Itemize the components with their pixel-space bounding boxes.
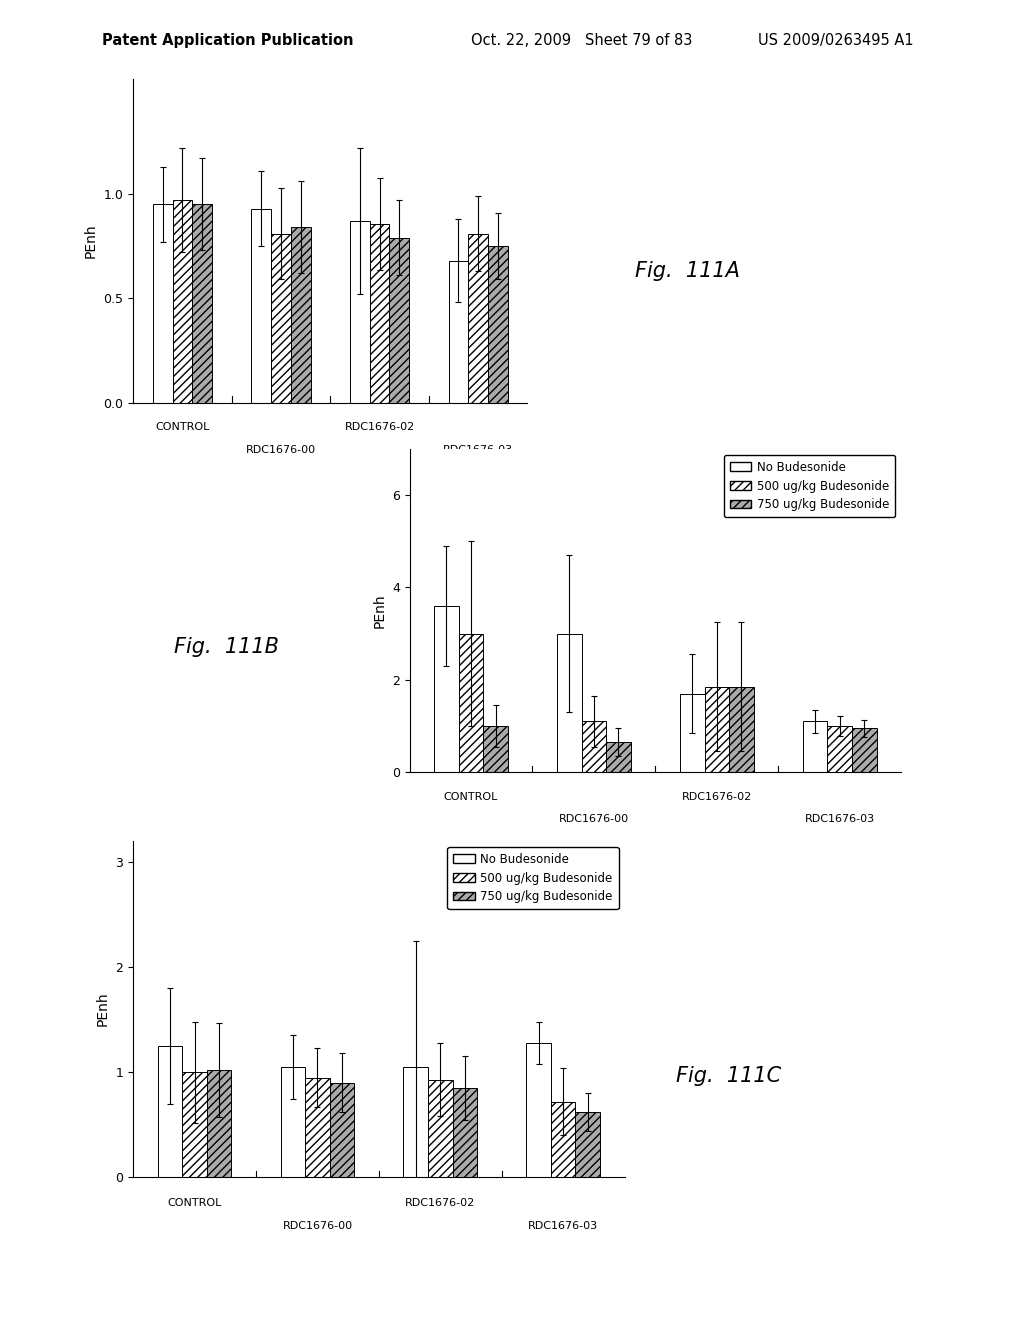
Bar bbox=[252, 209, 271, 403]
Bar bbox=[852, 729, 877, 772]
Bar bbox=[305, 1077, 330, 1177]
Text: Oct. 22, 2009   Sheet 79 of 83: Oct. 22, 2009 Sheet 79 of 83 bbox=[471, 33, 692, 48]
Bar bbox=[403, 1067, 428, 1177]
Bar bbox=[582, 721, 606, 772]
Text: RDC1676-03: RDC1676-03 bbox=[443, 445, 513, 454]
Text: RDC1676-00: RDC1676-00 bbox=[559, 814, 629, 824]
Bar bbox=[434, 606, 459, 772]
Text: Fig.  111C: Fig. 111C bbox=[676, 1065, 781, 1086]
Text: RDC1676-02: RDC1676-02 bbox=[406, 1197, 475, 1208]
Bar bbox=[389, 238, 410, 403]
Legend: No Budesonide, 500 ug/kg Budesonide, 750 ug/kg Budesonide: No Budesonide, 500 ug/kg Budesonide, 750… bbox=[447, 846, 618, 909]
Text: Fig.  111A: Fig. 111A bbox=[635, 260, 739, 281]
Bar bbox=[350, 220, 370, 403]
Bar bbox=[827, 726, 852, 772]
Bar bbox=[680, 694, 705, 772]
Text: RDC1676-00: RDC1676-00 bbox=[283, 1221, 352, 1232]
Legend: No Budesonide, 500 ug/kg Budesonide, 750 ug/kg Budesonide: No Budesonide, 500 ug/kg Budesonide, 750… bbox=[724, 454, 895, 517]
Text: RDC1676-00: RDC1676-00 bbox=[246, 445, 316, 454]
Bar bbox=[281, 1067, 305, 1177]
Bar bbox=[468, 234, 488, 403]
Text: Patent Application Publication: Patent Application Publication bbox=[102, 33, 354, 48]
Bar bbox=[182, 1072, 207, 1177]
Text: CONTROL: CONTROL bbox=[443, 792, 499, 801]
Y-axis label: PEnh: PEnh bbox=[96, 991, 110, 1027]
Text: RDC1676-02: RDC1676-02 bbox=[344, 422, 415, 432]
Text: US 2009/0263495 A1: US 2009/0263495 A1 bbox=[758, 33, 913, 48]
Bar bbox=[207, 1071, 231, 1177]
Bar bbox=[330, 1082, 354, 1177]
Bar bbox=[729, 686, 754, 772]
Bar bbox=[575, 1113, 600, 1177]
Bar bbox=[526, 1043, 551, 1177]
Bar bbox=[803, 721, 827, 772]
Bar bbox=[606, 742, 631, 772]
Bar bbox=[551, 1102, 575, 1177]
Text: RDC1676-03: RDC1676-03 bbox=[805, 814, 874, 824]
Y-axis label: PEnh: PEnh bbox=[84, 223, 98, 259]
Bar bbox=[158, 1045, 182, 1177]
Bar bbox=[705, 686, 729, 772]
Text: Fig.  111B: Fig. 111B bbox=[174, 636, 280, 657]
Bar bbox=[483, 726, 508, 772]
Bar bbox=[428, 1080, 453, 1177]
Bar bbox=[271, 234, 291, 403]
Text: RDC1676-03: RDC1676-03 bbox=[528, 1221, 598, 1232]
Bar bbox=[153, 205, 172, 403]
Text: RDC1676-02: RDC1676-02 bbox=[682, 792, 752, 801]
Bar bbox=[172, 201, 193, 403]
Bar bbox=[488, 246, 508, 403]
Bar bbox=[459, 634, 483, 772]
Text: CONTROL: CONTROL bbox=[156, 422, 210, 432]
Bar bbox=[453, 1088, 477, 1177]
Bar bbox=[449, 261, 468, 403]
Y-axis label: PEnh: PEnh bbox=[373, 593, 386, 628]
Text: CONTROL: CONTROL bbox=[167, 1197, 222, 1208]
Bar bbox=[193, 205, 212, 403]
Bar bbox=[557, 634, 582, 772]
Bar bbox=[370, 224, 389, 403]
Bar bbox=[291, 227, 310, 403]
